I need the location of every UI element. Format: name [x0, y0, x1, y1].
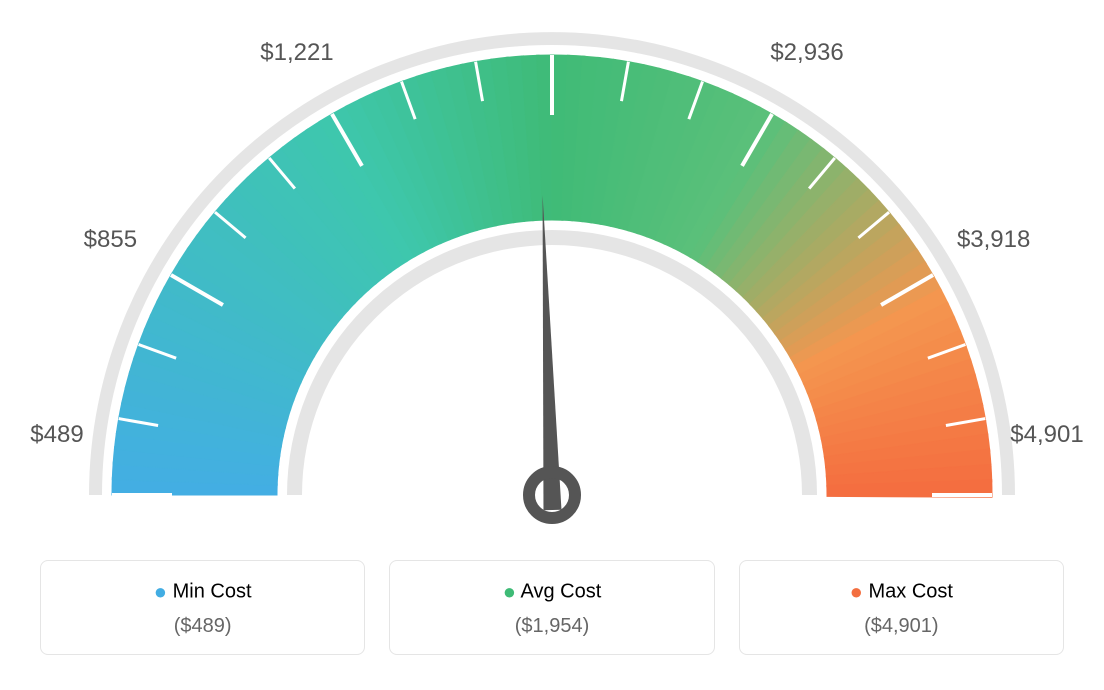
- legend-title-avg: ● Avg Cost: [402, 579, 701, 605]
- legend-card-avg: ● Avg Cost ($1,954): [389, 560, 714, 655]
- legend-label: Max Cost: [869, 580, 953, 602]
- legend-title-max: ● Max Cost: [752, 579, 1051, 605]
- legend-value-avg: ($1,954): [402, 615, 701, 638]
- gauge-tick-label: $855: [84, 226, 137, 254]
- legend-label: Avg Cost: [520, 580, 601, 602]
- legend-card-max: ● Max Cost ($4,901): [739, 560, 1064, 655]
- gauge-tick-label: $1,221: [260, 39, 333, 67]
- legend-row: ● Min Cost ($489) ● Avg Cost ($1,954) ● …: [40, 560, 1064, 655]
- gauge-tick-label: $4,901: [1010, 421, 1083, 449]
- legend-value-max: ($4,901): [752, 615, 1051, 638]
- legend-title-min: ● Min Cost: [53, 579, 352, 605]
- bullet-icon: ●: [850, 579, 863, 604]
- bullet-icon: ●: [154, 579, 167, 604]
- bullet-icon: ●: [503, 579, 516, 604]
- gauge-tick-label: $2,936: [770, 39, 843, 67]
- legend-value-min: ($489): [53, 615, 352, 638]
- gauge-area: $489$855$1,221$1,954$2,936$3,918$4,901: [0, 0, 1104, 560]
- gauge-svg: [0, 0, 1104, 560]
- gauge-tick-label: $489: [30, 421, 83, 449]
- legend-label: Min Cost: [173, 580, 252, 602]
- gauge-tick-label: $3,918: [957, 226, 1030, 254]
- legend-card-min: ● Min Cost ($489): [40, 560, 365, 655]
- gauge-chart-container: $489$855$1,221$1,954$2,936$3,918$4,901 ●…: [0, 0, 1104, 690]
